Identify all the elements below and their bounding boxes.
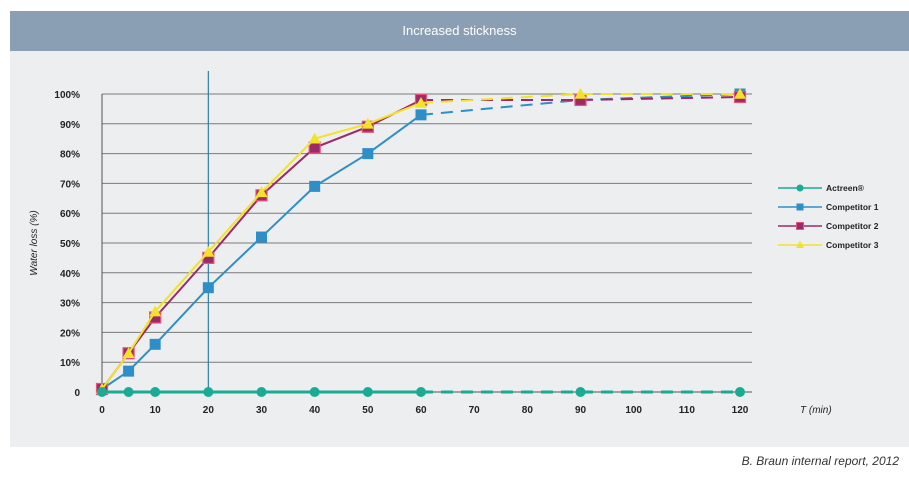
x-tick-label: 30 xyxy=(256,405,268,416)
data-point xyxy=(362,148,374,160)
x-axis-label: T (min) xyxy=(800,405,832,416)
y-tick-label: 10% xyxy=(60,358,80,369)
y-tick-label: 100% xyxy=(54,90,80,101)
x-tick-label: 0 xyxy=(99,405,105,416)
data-point xyxy=(149,305,162,317)
data-point xyxy=(575,387,586,397)
y-tick-label: 60% xyxy=(60,209,80,220)
data-point xyxy=(735,387,745,397)
data-point xyxy=(123,365,135,377)
x-tick-label: 20 xyxy=(203,405,215,416)
data-point xyxy=(308,132,321,144)
data-point xyxy=(309,387,320,397)
y-tick-label: 70% xyxy=(60,179,80,190)
y-tick-label: 20% xyxy=(60,328,80,339)
x-tick-label: 90 xyxy=(575,405,587,416)
data-point xyxy=(734,88,746,99)
x-tick-label: 60 xyxy=(415,405,427,416)
data-point xyxy=(97,387,107,397)
data-point xyxy=(202,245,215,257)
legend-marker xyxy=(796,203,804,211)
y-tick-label: 90% xyxy=(60,120,80,131)
data-point xyxy=(202,282,214,294)
data-point xyxy=(256,387,267,397)
y-tick-label: 30% xyxy=(60,299,80,310)
legend-marker xyxy=(796,241,804,248)
x-tick-label: 40 xyxy=(309,405,321,416)
data-point xyxy=(123,387,134,397)
data-point xyxy=(150,387,161,397)
y-axis-label: Water loss (%) xyxy=(29,210,40,275)
x-tick-label: 50 xyxy=(362,405,374,416)
data-point xyxy=(203,387,214,397)
data-point xyxy=(415,96,427,108)
legend-label: Competitor 2 xyxy=(826,221,879,231)
x-tick-label: 120 xyxy=(732,405,749,416)
data-point xyxy=(416,387,426,397)
y-tick-label: 50% xyxy=(60,239,80,250)
source-note: B. Braun internal report, 2012 xyxy=(741,454,899,468)
legend-label: Actreen® xyxy=(826,183,865,193)
legend-marker xyxy=(796,222,804,230)
series-line-solid xyxy=(101,102,422,390)
data-point xyxy=(415,109,427,121)
legend-marker xyxy=(796,184,804,192)
chart-title: Increased stickness xyxy=(10,11,909,51)
data-point xyxy=(309,180,321,192)
legend-label: Competitor 3 xyxy=(826,240,879,250)
data-point xyxy=(149,338,161,350)
x-tick-label: 80 xyxy=(522,405,534,416)
data-point xyxy=(256,231,267,243)
data-point xyxy=(122,347,135,359)
y-tick-label: 0 xyxy=(74,388,80,399)
x-tick-label: 70 xyxy=(469,405,481,416)
data-point xyxy=(255,186,268,198)
data-point xyxy=(574,88,587,99)
series-line-dashed xyxy=(421,95,741,101)
data-point xyxy=(362,387,373,397)
x-tick-label: 100 xyxy=(625,405,642,416)
data-point xyxy=(361,117,374,129)
y-tick-label: 40% xyxy=(60,269,80,280)
legend-label: Competitor 1 xyxy=(826,202,879,212)
x-tick-label: 110 xyxy=(679,405,696,416)
x-tick-label: 10 xyxy=(150,405,162,416)
y-tick-label: 80% xyxy=(60,150,80,161)
chart-panel: Increased stickness xyxy=(10,11,909,447)
series-line-dashed xyxy=(420,93,740,104)
